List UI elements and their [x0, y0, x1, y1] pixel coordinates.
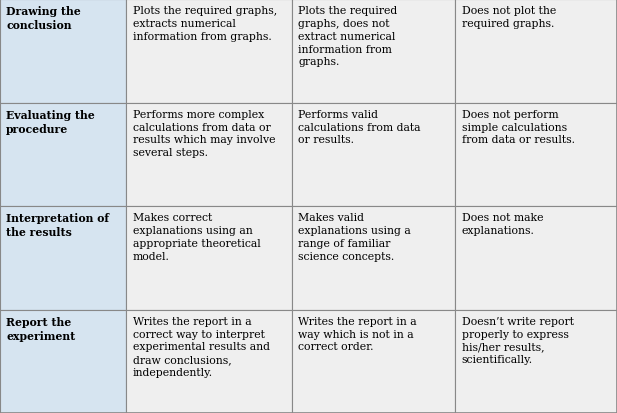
Text: Performs valid
calculations from data
or results.: Performs valid calculations from data or… [298, 109, 421, 145]
Bar [292, 0, 455, 103]
Text: Performs more complex
calculations from data or
results which may involve
severa: Performs more complex calculations from … [133, 109, 275, 158]
Bar [126, 0, 292, 103]
Text: Plots the required graphs,
extracts numerical
information from graphs.: Plots the required graphs, extracts nume… [133, 6, 277, 42]
Text: Does not perform
simple calculations
from data or results.: Does not perform simple calculations fro… [462, 109, 574, 145]
Bar [0, 103, 126, 206]
Text: Does not make
explanations.: Does not make explanations. [462, 213, 543, 235]
Bar [292, 206, 455, 310]
Bar [126, 310, 292, 413]
Bar [0, 206, 126, 310]
Bar [0, 0, 126, 103]
Bar [126, 103, 292, 206]
Text: Plots the required
graphs, does not
extract numerical
information from
graphs.: Plots the required graphs, does not extr… [298, 6, 397, 67]
Text: Drawing the
conclusion: Drawing the conclusion [6, 6, 81, 31]
Text: Makes correct
explanations using an
appropriate theoretical
model.: Makes correct explanations using an appr… [133, 213, 260, 261]
Text: Does not plot the
required graphs.: Does not plot the required graphs. [462, 6, 556, 29]
Text: Makes valid
explanations using a
range of familiar
science concepts.: Makes valid explanations using a range o… [298, 213, 411, 261]
Bar [0, 310, 126, 413]
Bar [455, 0, 617, 103]
Text: Doesn’t write report
properly to express
his/her results,
scientifically.: Doesn’t write report properly to express… [462, 316, 574, 364]
Bar [455, 206, 617, 310]
Bar [292, 103, 455, 206]
Bar [126, 206, 292, 310]
Bar [455, 310, 617, 413]
Bar [455, 103, 617, 206]
Text: Writes the report in a
way which is not in a
correct order.: Writes the report in a way which is not … [298, 316, 416, 351]
Text: Evaluating the
procedure: Evaluating the procedure [6, 109, 95, 135]
Text: Interpretation of
the results: Interpretation of the results [6, 213, 109, 238]
Text: Writes the report in a
correct way to interpret
experimental results and
draw co: Writes the report in a correct way to in… [133, 316, 270, 377]
Bar [292, 310, 455, 413]
Text: Report the
experiment: Report the experiment [6, 316, 75, 341]
